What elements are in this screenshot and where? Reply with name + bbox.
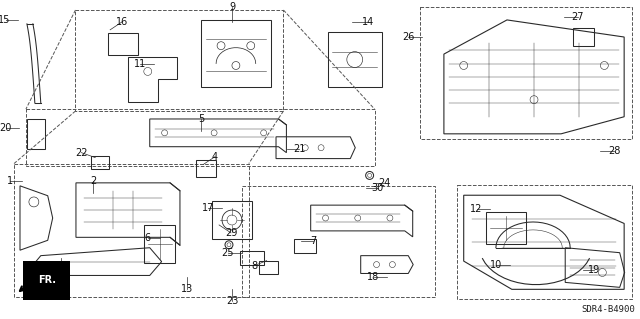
Text: 2: 2 [90,176,97,186]
Text: 3: 3 [58,264,63,275]
Text: 8: 8 [252,261,258,271]
Text: 7: 7 [310,236,316,246]
Text: 15: 15 [0,15,10,25]
Bar [26,109,374,166]
Bar [420,7,632,139]
Text: 26: 26 [402,32,415,42]
Text: 14: 14 [362,17,374,27]
Bar [14,164,249,297]
Text: 13: 13 [181,284,193,294]
Bar [76,10,284,111]
Text: 22: 22 [75,148,88,158]
Text: 27: 27 [572,12,584,22]
Text: 29: 29 [225,228,237,238]
Text: 6: 6 [145,233,151,243]
Text: 25: 25 [221,248,234,258]
Text: 19: 19 [588,264,600,275]
Text: 12: 12 [470,204,483,214]
Text: 21: 21 [293,144,305,154]
Text: 18: 18 [367,272,380,282]
Text: 4: 4 [212,152,218,162]
Text: 24: 24 [378,178,390,188]
Text: 17: 17 [202,203,214,213]
Bar [457,185,632,299]
Text: 10: 10 [490,260,502,270]
Text: 9: 9 [229,2,235,12]
Text: 11: 11 [134,60,146,70]
Text: SDR4-B4900: SDR4-B4900 [581,305,635,314]
Text: 16: 16 [116,17,128,27]
Text: 20: 20 [0,123,12,133]
Text: FR.: FR. [38,275,56,286]
Text: 30: 30 [371,183,383,193]
Text: 1: 1 [7,176,13,186]
Text: 23: 23 [226,296,238,306]
Text: 5: 5 [198,114,204,124]
Text: 28: 28 [608,146,620,156]
Bar [242,186,435,297]
